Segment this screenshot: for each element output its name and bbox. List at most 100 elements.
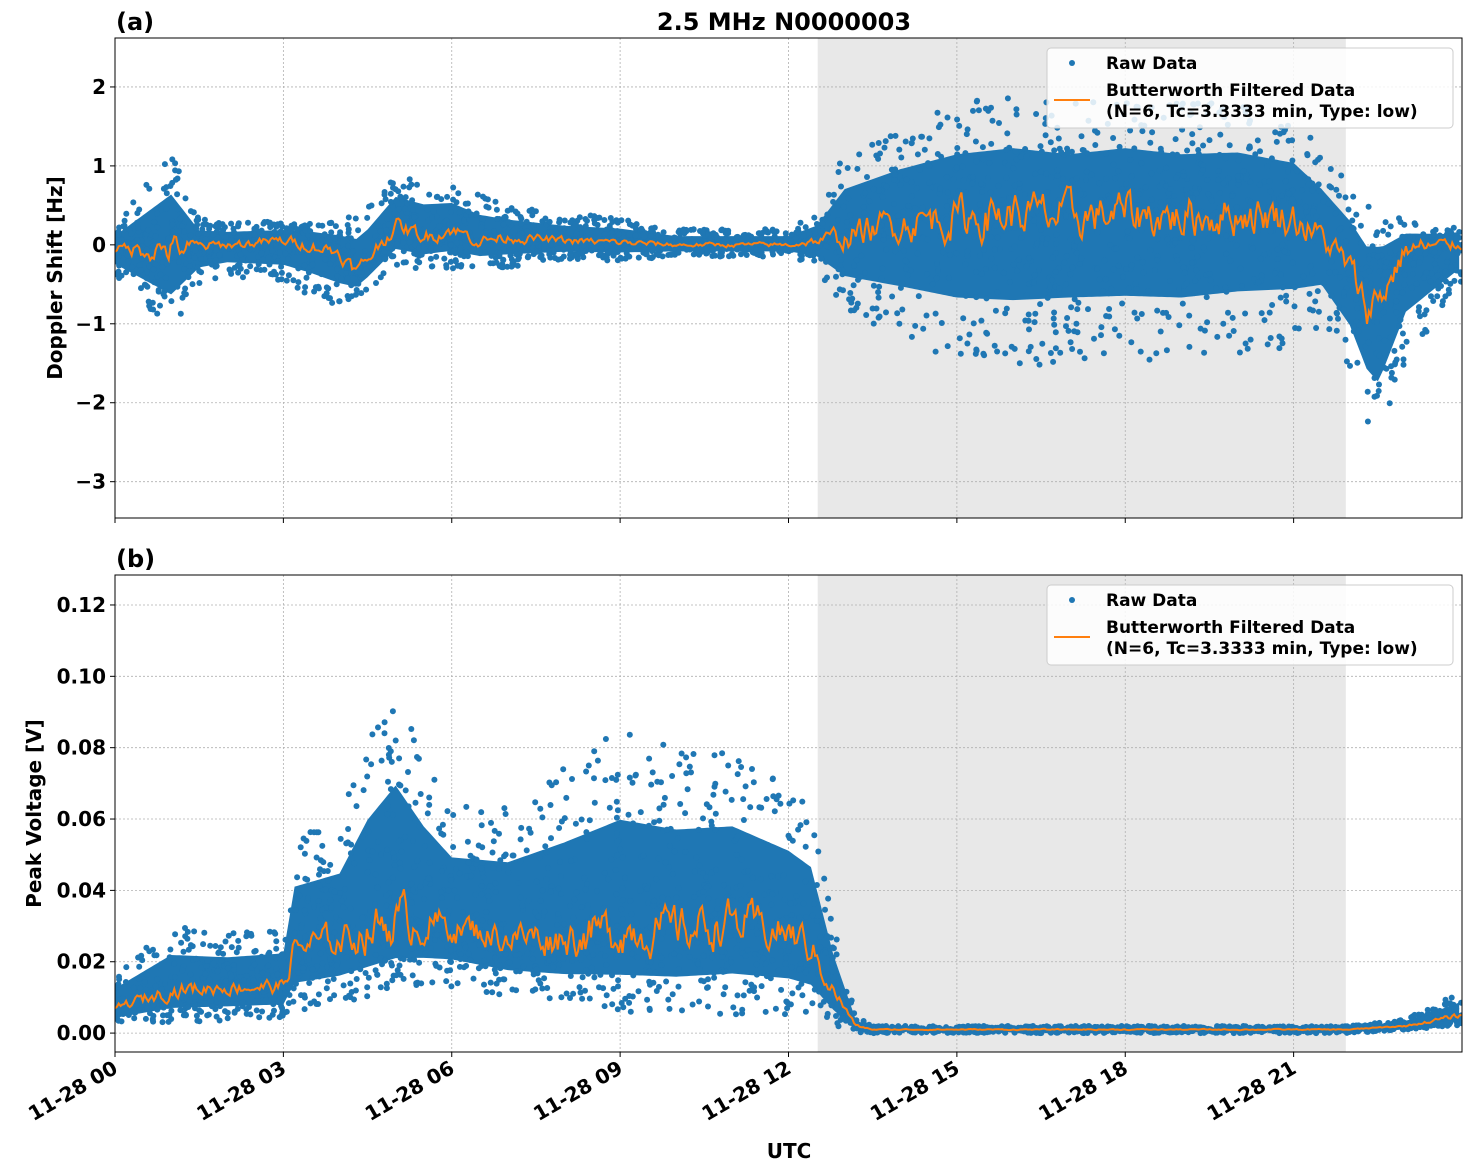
raw-point	[441, 256, 447, 262]
raw-point	[1223, 251, 1229, 257]
raw-point	[486, 205, 492, 211]
raw-point	[607, 223, 613, 229]
raw-point	[701, 953, 707, 959]
raw-point	[373, 280, 379, 286]
raw-point	[308, 829, 314, 835]
y-tick-label: −1	[75, 312, 106, 336]
raw-point	[937, 186, 943, 192]
raw-point	[1213, 285, 1219, 291]
raw-point	[1223, 233, 1229, 239]
raw-point	[1438, 283, 1444, 289]
raw-point	[1227, 258, 1233, 264]
raw-point	[195, 231, 201, 237]
raw-point	[1135, 255, 1141, 261]
raw-point	[247, 246, 253, 252]
raw-point	[1333, 210, 1339, 216]
raw-point	[1048, 350, 1054, 356]
raw-point	[400, 240, 406, 246]
raw-point	[1399, 344, 1405, 350]
raw-point	[876, 188, 882, 194]
raw-point	[1205, 191, 1211, 197]
raw-point	[935, 151, 941, 157]
raw-point	[116, 253, 122, 259]
raw-point	[979, 271, 985, 277]
raw-point	[389, 759, 395, 765]
raw-point	[1432, 261, 1438, 267]
raw-point	[135, 225, 141, 231]
raw-point	[1078, 191, 1084, 197]
raw-point	[803, 224, 809, 230]
raw-point	[614, 852, 620, 858]
raw-point	[279, 276, 285, 282]
raw-point	[1001, 206, 1007, 212]
raw-point	[1316, 188, 1322, 194]
raw-point	[1036, 267, 1042, 273]
raw-point	[1119, 301, 1125, 307]
raw-point	[375, 724, 381, 730]
raw-point	[524, 219, 530, 225]
raw-point	[185, 274, 191, 280]
raw-point	[1003, 147, 1009, 153]
raw-point	[1250, 245, 1256, 251]
raw-point	[1275, 256, 1281, 262]
raw-point	[821, 876, 827, 882]
raw-point	[433, 254, 439, 260]
raw-point	[636, 255, 642, 261]
raw-point	[532, 799, 538, 805]
raw-point	[144, 247, 150, 253]
raw-point	[970, 108, 976, 114]
raw-point	[1216, 168, 1222, 174]
raw-point	[1138, 349, 1144, 355]
raw-point	[679, 1007, 685, 1013]
raw-point	[505, 208, 511, 214]
raw-point	[1269, 302, 1275, 308]
raw-point	[1063, 281, 1069, 287]
raw-point	[1147, 357, 1153, 363]
raw-point	[164, 190, 170, 196]
raw-point	[506, 219, 512, 225]
raw-point	[1149, 171, 1155, 177]
raw-point	[355, 269, 361, 275]
raw-point	[150, 307, 156, 313]
raw-point	[345, 826, 351, 832]
raw-point	[1010, 165, 1016, 171]
y-tick-label: 0	[92, 233, 106, 257]
raw-point	[225, 1015, 231, 1021]
raw-point	[1094, 266, 1100, 272]
raw-point	[1310, 208, 1316, 214]
raw-point	[418, 980, 424, 986]
raw-point	[534, 249, 540, 255]
raw-point	[817, 944, 823, 950]
raw-point	[302, 995, 308, 1001]
raw-point	[936, 124, 942, 130]
raw-point	[591, 775, 597, 781]
raw-point	[422, 843, 428, 849]
raw-point	[896, 321, 902, 327]
raw-point	[738, 897, 744, 903]
raw-point	[1387, 250, 1393, 256]
raw-point	[586, 763, 592, 769]
raw-point	[720, 969, 726, 975]
raw-point	[1073, 321, 1079, 327]
raw-point	[278, 228, 284, 234]
raw-point	[168, 298, 174, 304]
raw-point	[1243, 176, 1249, 182]
raw-point	[831, 192, 837, 198]
raw-point	[814, 918, 820, 924]
raw-point	[664, 827, 670, 833]
raw-point	[1353, 212, 1359, 218]
raw-point	[1053, 232, 1059, 238]
raw-point	[682, 849, 688, 855]
raw-point	[128, 231, 134, 237]
raw-point	[144, 284, 150, 290]
raw-point	[480, 244, 486, 250]
raw-point	[1032, 319, 1038, 325]
raw-point	[1229, 193, 1235, 199]
raw-point	[482, 196, 488, 202]
raw-point	[901, 248, 907, 254]
raw-point	[474, 211, 480, 217]
raw-point	[933, 349, 939, 355]
raw-point	[179, 223, 185, 229]
raw-point	[1173, 136, 1179, 142]
raw-point	[1053, 329, 1059, 335]
